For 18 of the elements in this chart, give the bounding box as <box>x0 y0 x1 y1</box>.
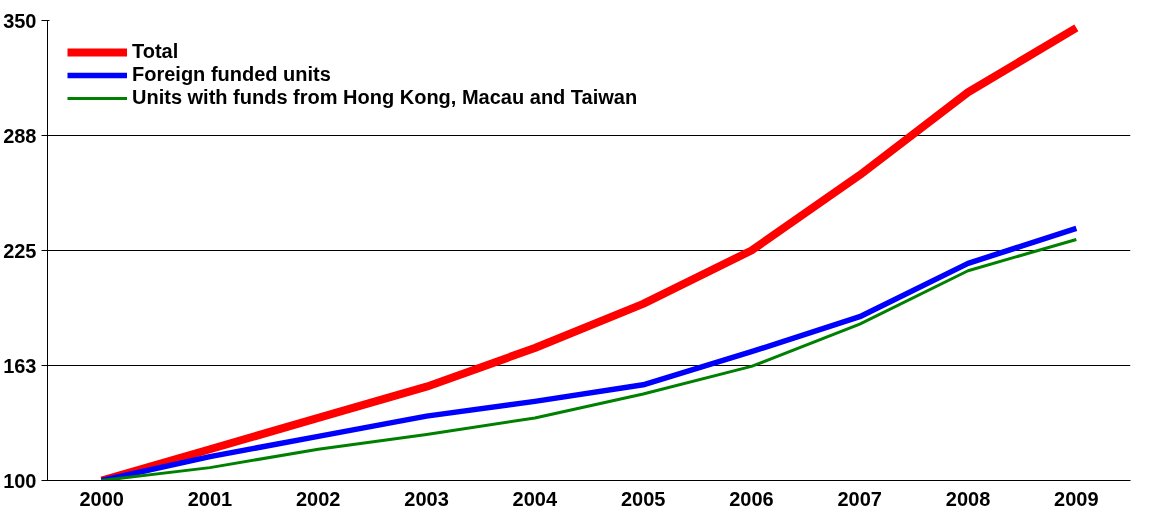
y-tick-label: 163 <box>3 354 37 377</box>
x-tick-label: 2001 <box>187 487 233 510</box>
legend-label: Foreign funded units <box>132 63 331 86</box>
y-tick-label: 225 <box>3 239 37 262</box>
y-tick-label: 350 <box>3 9 37 32</box>
legend-label: Units with funds from Hong Kong, Macau and Taiwan <box>132 86 638 109</box>
x-tick-label: 2007 <box>837 487 882 510</box>
legend-label: Total <box>132 40 179 63</box>
y-tick-label: 288 <box>3 124 37 147</box>
x-tick-label: 2009 <box>1054 487 1099 510</box>
x-tick-label: 2003 <box>404 487 449 510</box>
x-tick-label: 2005 <box>620 487 666 510</box>
x-tick-label: 2006 <box>729 487 774 510</box>
x-tick-label: 2000 <box>79 487 124 510</box>
y-tick-label: 100 <box>3 469 37 492</box>
x-tick-label: 2008 <box>945 487 991 510</box>
x-tick-label: 2002 <box>296 487 341 510</box>
x-tick-label: 2004 <box>512 487 558 510</box>
